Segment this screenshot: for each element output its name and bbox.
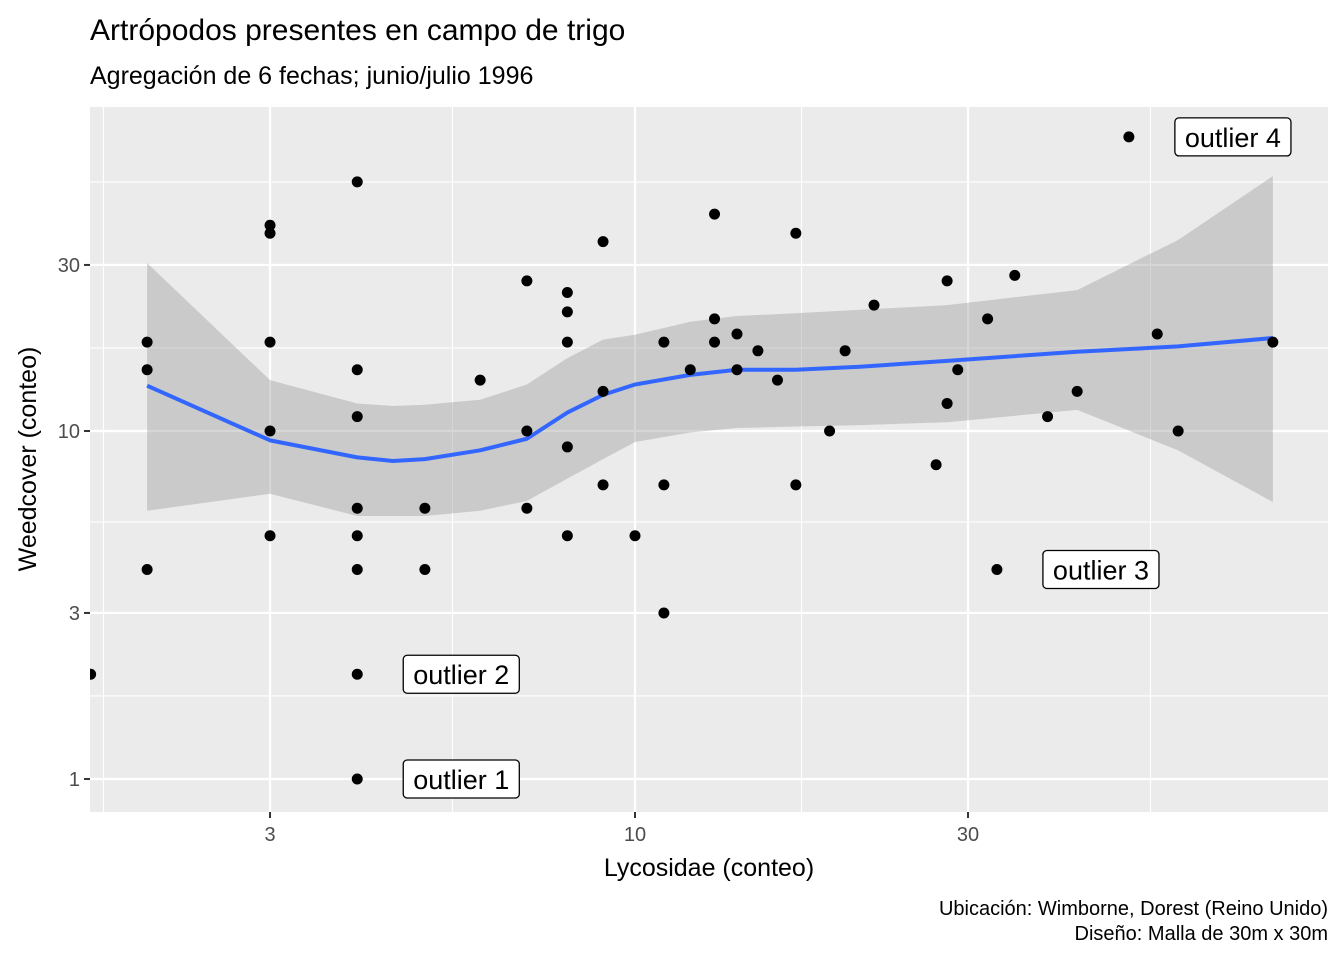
data-point — [709, 208, 721, 220]
data-point — [1042, 411, 1054, 423]
chart-subtitle: Agregación de 6 fechas; junio/julio 1996 — [90, 62, 533, 90]
data-point — [930, 459, 942, 471]
x-tick-label: 3 — [264, 824, 275, 846]
annotation-box — [402, 654, 520, 694]
data-point — [521, 502, 533, 514]
plot-panel — [90, 107, 1328, 812]
annotation-box — [1042, 549, 1160, 590]
annotation-label: outlier 4 — [1174, 117, 1292, 157]
data-point — [941, 275, 953, 287]
data-point — [597, 236, 609, 248]
data-point — [1172, 425, 1184, 437]
annotation-label: outlier 1 — [402, 759, 520, 799]
x-axis-label: Lycosidae (conteo) — [604, 854, 814, 882]
data-point — [1151, 328, 1163, 340]
confidence-band — [147, 176, 1273, 516]
data-point — [839, 345, 851, 357]
annotation-text: outlier 1 — [413, 765, 509, 795]
data-point — [771, 374, 783, 386]
data-point — [521, 275, 533, 287]
data-point — [351, 411, 363, 423]
data-point — [684, 364, 696, 376]
data-point — [597, 479, 609, 491]
annotation-text: outlier 4 — [1185, 123, 1281, 153]
data-point — [824, 425, 836, 437]
data-point — [561, 530, 573, 542]
data-point — [868, 299, 880, 311]
data-point — [731, 364, 743, 376]
caption-line-1: Ubicación: Wimborne, Dorest (Reino Unido… — [939, 898, 1328, 920]
data-point — [982, 313, 994, 325]
data-point — [264, 425, 276, 437]
y-axis-label: Weedcover (conteo) — [14, 347, 42, 572]
data-point — [90, 668, 97, 680]
data-point — [351, 563, 363, 575]
data-point — [658, 479, 670, 491]
data-point — [264, 219, 276, 231]
data-point — [952, 364, 964, 376]
data-point — [351, 502, 363, 514]
data-point — [790, 479, 802, 491]
chart-title: Artrópodos presentes en campo de trigo — [90, 14, 625, 47]
data-point — [141, 364, 153, 376]
x-tick-label: 30 — [957, 824, 979, 846]
data-point — [474, 374, 486, 386]
data-point — [351, 668, 363, 680]
data-point — [561, 306, 573, 318]
data-point — [597, 385, 609, 397]
annotation-box — [402, 759, 520, 799]
data-point — [658, 336, 670, 348]
data-point — [790, 227, 802, 239]
data-point — [658, 607, 670, 619]
annotation-box — [1174, 117, 1292, 157]
data-point — [351, 773, 363, 785]
y-tick-label: 3 — [69, 603, 80, 625]
data-point — [419, 502, 431, 514]
data-point — [264, 336, 276, 348]
data-point — [991, 563, 1003, 575]
data-point — [709, 313, 721, 325]
data-point — [561, 336, 573, 348]
annotation-text: outlier 3 — [1053, 555, 1149, 585]
annotation-label: outlier 2 — [402, 654, 520, 694]
data-point — [1267, 336, 1279, 348]
data-point — [561, 287, 573, 299]
data-point — [941, 397, 953, 409]
annotation-text: outlier 2 — [413, 660, 509, 690]
x-tick-label: 10 — [624, 824, 646, 846]
data-point — [1009, 269, 1021, 281]
smooth-line — [146, 336, 1274, 463]
data-point — [1123, 131, 1135, 143]
y-tick-label: 10 — [58, 421, 80, 443]
y-tick-label: 1 — [69, 769, 80, 791]
data-point — [521, 425, 533, 437]
data-point — [264, 227, 276, 239]
data-point — [731, 328, 743, 340]
annotation-label: outlier 3 — [1042, 549, 1160, 590]
y-tick-label: 30 — [58, 255, 80, 277]
data-point — [752, 345, 764, 357]
data-point — [141, 563, 153, 575]
data-point — [419, 563, 431, 575]
caption-line-2: Diseño: Malla de 30m x 30m — [1075, 923, 1328, 945]
data-point — [141, 336, 153, 348]
data-point — [351, 530, 363, 542]
data-point — [351, 364, 363, 376]
data-point — [709, 336, 721, 348]
data-point — [264, 530, 276, 542]
data-point — [629, 530, 641, 542]
data-point — [1071, 385, 1083, 397]
data-point — [561, 441, 573, 453]
data-point — [351, 176, 363, 188]
